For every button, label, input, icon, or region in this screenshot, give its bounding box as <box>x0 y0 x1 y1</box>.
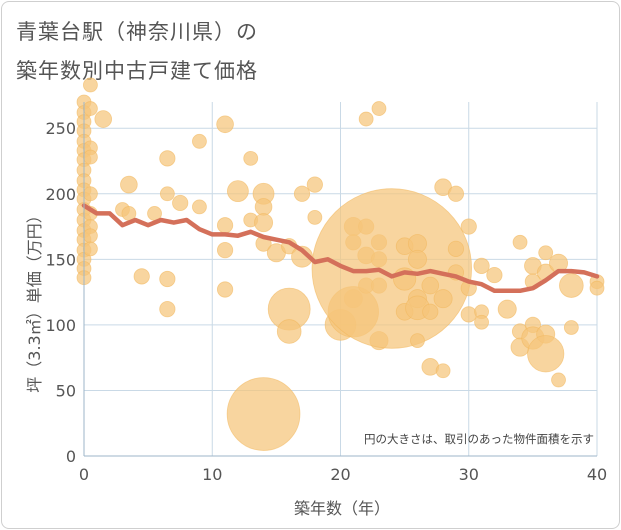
data-bubble <box>83 186 98 202</box>
data-bubble <box>473 257 490 274</box>
data-bubble <box>94 110 113 128</box>
x-axis-label: 築年数（年） <box>294 499 390 518</box>
data-bubble <box>460 218 477 235</box>
data-bubble <box>407 249 427 269</box>
data-bubble <box>435 363 451 379</box>
data-bubble <box>216 115 234 134</box>
data-bubble <box>192 133 207 149</box>
data-bubble <box>159 301 176 318</box>
y-tick-label: 250 <box>45 119 76 138</box>
data-bubble <box>433 289 453 309</box>
data-bubble <box>306 176 323 193</box>
chart-title-line1: 青葉台駅（神奈川県）の <box>16 20 258 44</box>
data-bubble <box>276 319 302 344</box>
data-bubble <box>512 234 528 250</box>
x-tick-label: 20 <box>330 465 350 484</box>
average-trend-line <box>81 203 600 294</box>
data-bubble <box>159 186 175 202</box>
data-bubble <box>422 303 439 320</box>
data-bubble <box>559 273 584 298</box>
data-bubble <box>226 377 301 451</box>
data-bubble <box>192 199 207 215</box>
data-bubble <box>83 149 98 165</box>
data-bubble <box>358 111 374 127</box>
data-bubble <box>447 240 465 257</box>
data-bubble <box>293 185 311 202</box>
x-tick-label: 0 <box>79 465 89 484</box>
chart-title-line2: 築年数別中古戸建て価格 <box>16 59 258 83</box>
data-bubble <box>551 372 566 388</box>
x-tick-label: 40 <box>587 465 607 484</box>
data-bubble <box>216 242 234 259</box>
data-bubble <box>243 150 259 166</box>
data-bubble <box>254 213 274 233</box>
y-tick-label: 50 <box>56 381 76 400</box>
data-bubble <box>307 209 323 225</box>
data-bubble <box>589 280 605 296</box>
data-bubble <box>216 281 234 298</box>
data-bubble <box>83 241 98 257</box>
data-bubble <box>460 306 477 323</box>
data-bubble <box>254 198 273 216</box>
data-bubble <box>216 217 234 234</box>
data-bubble <box>447 185 465 202</box>
data-bubble <box>421 276 440 295</box>
x-tick-label: 30 <box>459 465 479 484</box>
data-bubble <box>83 228 98 244</box>
y-tick-label: 200 <box>45 185 76 204</box>
data-bubble <box>226 180 249 203</box>
y-tick-label: 0 <box>66 447 76 466</box>
data-bubble <box>83 101 98 116</box>
data-bubble <box>159 150 176 167</box>
y-tick-label: 150 <box>45 250 76 269</box>
data-bubble <box>311 188 473 349</box>
data-bubble <box>497 299 517 319</box>
data-bubble <box>538 245 554 261</box>
data-bubble <box>83 77 98 93</box>
data-bubble <box>133 268 150 285</box>
data-bubble <box>410 333 425 349</box>
y-axis-label: 坪（3.3㎡）単価（万円） <box>25 207 44 392</box>
data-bubble <box>120 175 138 194</box>
data-bubble <box>371 101 387 116</box>
x-tick-label: 10 <box>202 465 222 484</box>
data-bubble <box>474 314 489 330</box>
data-bubble <box>527 335 565 373</box>
data-bubble <box>172 194 189 212</box>
data-bubble <box>486 266 503 284</box>
y-tick-label: 100 <box>45 316 76 335</box>
data-bubble <box>159 270 176 288</box>
data-bubble <box>563 320 579 335</box>
bubble-size-note: 円の大きさは、取引のあった物件面積を示す <box>364 432 594 446</box>
